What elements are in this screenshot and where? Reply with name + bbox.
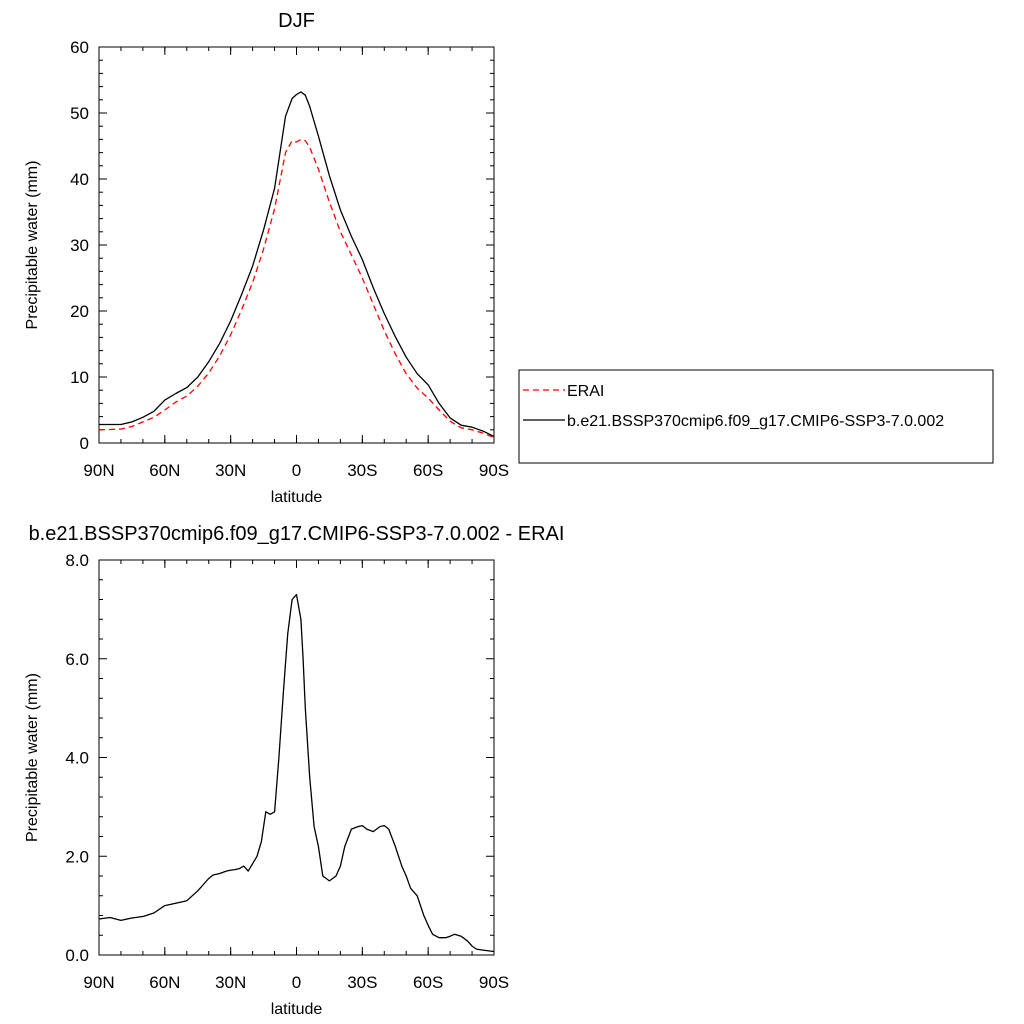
x-axis-label-1: latitude	[271, 1001, 323, 1018]
x-axis-label-0: latitude	[271, 489, 323, 506]
y-axis-label-1: Precipitable water (mm)	[24, 673, 41, 842]
legend-box	[518, 369, 994, 464]
y-tick-label-0-1: 10	[70, 368, 89, 387]
x-tick-label-1-0: 90N	[83, 973, 114, 992]
plot-frame-1	[98, 559, 495, 956]
series-line-0-0	[98, 138, 495, 439]
y-tick-label-1-0: 0.0	[65, 946, 89, 965]
y-tick-label-0-4: 40	[70, 170, 89, 189]
legend-entry-0: ERAI	[567, 383, 604, 400]
series-line-1-0	[98, 593, 495, 953]
y-tick-label-1-3: 6.0	[65, 650, 89, 669]
y-tick-label-0-0: 0	[80, 434, 89, 453]
x-tick-label-1-2: 30N	[215, 973, 246, 992]
y-axis-label-0: Precipitable water (mm)	[24, 161, 41, 330]
x-tick-label-0-4: 30S	[347, 461, 377, 480]
plot-frame-0	[98, 46, 495, 444]
x-tick-label-1-5: 60S	[413, 973, 443, 992]
x-tick-label-0-6: 90S	[479, 461, 509, 480]
y-tick-label-0-2: 20	[70, 302, 89, 321]
x-tick-label-0-3: 0	[292, 461, 301, 480]
chart-title-0: DJF	[278, 10, 315, 32]
x-tick-label-0-0: 90N	[83, 461, 114, 480]
y-tick-label-1-1: 2.0	[65, 847, 89, 866]
y-tick-label-0-6: 60	[70, 38, 89, 57]
legend-entry-1: b.e21.BSSP370cmip6.f09_g17.CMIP6-SSP3-7.…	[567, 413, 944, 430]
chart-title-1: b.e21.BSSP370cmip6.f09_g17.CMIP6-SSP3-7.…	[29, 523, 565, 545]
x-tick-label-1-1: 60N	[149, 973, 180, 992]
y-tick-label-0-3: 30	[70, 236, 89, 255]
x-tick-label-1-4: 30S	[347, 973, 377, 992]
series-line-0-1	[99, 91, 495, 437]
x-tick-label-1-3: 0	[292, 973, 301, 992]
x-tick-label-0-5: 60S	[413, 461, 443, 480]
x-tick-label-0-1: 60N	[149, 461, 180, 480]
y-tick-label-1-2: 4.0	[65, 749, 89, 768]
y-tick-label-1-4: 8.0	[65, 551, 89, 570]
x-tick-label-1-6: 90S	[479, 973, 509, 992]
x-tick-label-0-2: 30N	[215, 461, 246, 480]
y-tick-label-0-5: 50	[70, 104, 89, 123]
